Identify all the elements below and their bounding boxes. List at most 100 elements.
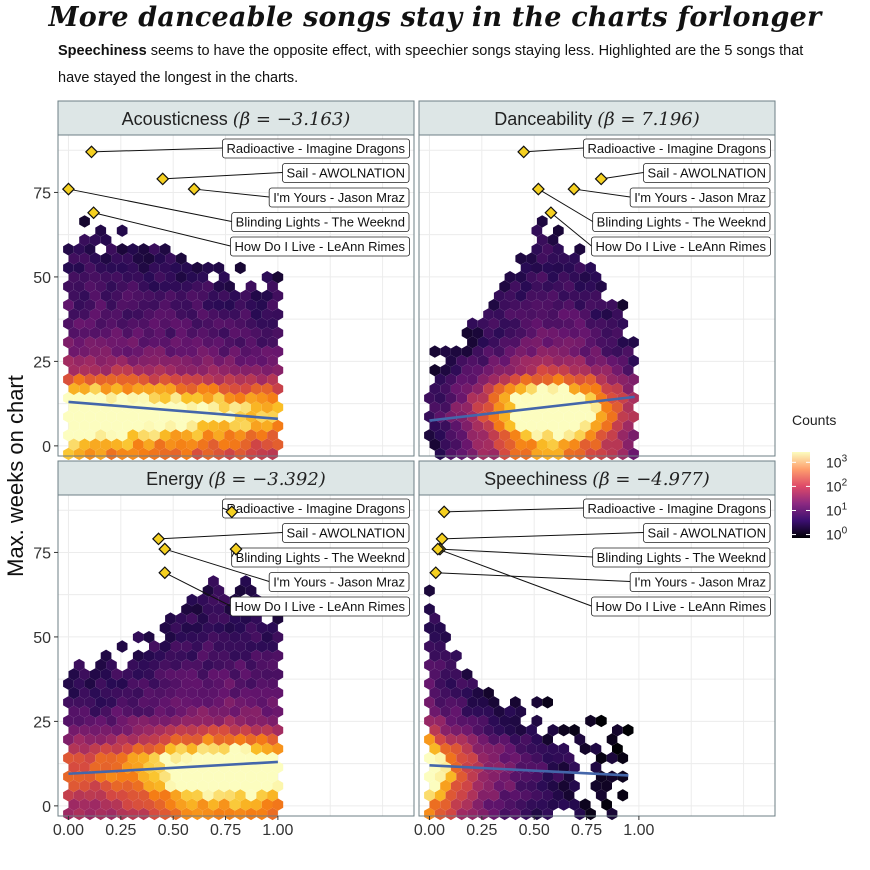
hexbin-cell: [143, 779, 155, 793]
hexbin-cell: [197, 364, 209, 377]
hexbin-cell: [213, 354, 225, 368]
hexbin-cell: [106, 677, 117, 690]
hexbin-cell: [261, 308, 273, 321]
hexbin-cell: [79, 289, 90, 302]
hexbin-cell: [553, 243, 564, 256]
hexbin-cell: [504, 438, 516, 451]
hexbin-cell: [245, 751, 257, 765]
hexbin-cell: [569, 252, 580, 265]
legend-label: 102: [826, 477, 848, 494]
hexbin-cell: [143, 364, 155, 377]
song-marker: [437, 505, 451, 519]
hexbin-cell: [424, 714, 435, 728]
hexbin-cell: [450, 668, 462, 681]
hexbin-cell: [493, 382, 505, 395]
hexbin-cell: [440, 724, 451, 737]
song-label-text: How Do I Live - LeAnn Rimes: [595, 599, 766, 614]
hexbin-cell: [590, 364, 602, 377]
hexbin-cell: [590, 308, 602, 321]
y-tick-label: 50: [33, 630, 51, 647]
hexbin-cell: [240, 345, 251, 358]
hexbin-cell: [170, 696, 182, 709]
hexbin-cell: [116, 317, 128, 330]
hexbin-cell: [111, 271, 123, 284]
hexbin-cell: [515, 724, 527, 737]
hexbin-cell: [245, 280, 257, 293]
hexbin-cell: [563, 410, 575, 423]
hexbin-cell: [138, 336, 149, 349]
hexbin-cell: [251, 289, 262, 302]
regression-line: [68, 400, 278, 421]
hexbin-cell: [574, 373, 586, 386]
chart-subtitle: Speechiness seems to have the opposite e…: [58, 38, 818, 92]
hexbin-cell: [143, 798, 155, 811]
hexbin-cell: [488, 770, 500, 783]
hexbin-cell: [106, 733, 117, 746]
hexbin-cell: [181, 261, 192, 275]
hexbin-cell: [175, 419, 187, 433]
hexbin-cell: [89, 289, 101, 302]
hexbin-cell: [595, 410, 607, 423]
hexbin-cell: [181, 410, 192, 423]
hexbin-cell: [95, 789, 107, 802]
hexbin-cell: [477, 696, 489, 709]
hexbin-cell: [520, 733, 532, 746]
hexbin-cell: [574, 391, 586, 405]
hexbin-cell: [197, 631, 209, 644]
hexbin-cell: [186, 326, 198, 340]
hexbin-cell: [149, 640, 160, 653]
hexbin-cell: [159, 336, 171, 349]
hexbin-cell: [472, 705, 484, 718]
hexbin-cell: [585, 447, 596, 461]
hexbin-cell: [218, 724, 230, 737]
hexbin-cell: [79, 271, 90, 284]
hexbin-cell: [181, 770, 192, 783]
hexbin-cell: [472, 742, 484, 755]
hexbin-cell: [440, 649, 451, 662]
hexbin-cell: [542, 261, 553, 275]
hexbin-cell: [245, 584, 257, 597]
hexbin-cell: [590, 401, 602, 414]
hexbin-cell: [547, 382, 559, 395]
hexbin-cell: [240, 742, 251, 755]
hexbin-cell: [558, 438, 570, 451]
hexbin-cell: [536, 326, 548, 340]
hexbin-cell: [234, 373, 246, 386]
hexbin-cell: [526, 779, 537, 793]
hexbin-cell: [116, 261, 128, 275]
hexbin-cell: [617, 373, 629, 386]
hexbin-cell: [197, 326, 209, 340]
hexbin-cell: [73, 317, 85, 330]
hexbin-cell: [132, 705, 144, 718]
hexbin-cell: [132, 252, 144, 265]
hexbin-cell: [170, 373, 182, 386]
hexbin-cell: [84, 336, 96, 349]
hexbin-cell: [234, 770, 246, 783]
hexbin-cell: [590, 345, 602, 358]
legend-exponent: 1: [842, 501, 848, 512]
hexbin-cell: [558, 724, 570, 737]
hexbin-cell: [563, 298, 575, 312]
hexbin-cell: [574, 447, 586, 461]
song-label-box: [591, 596, 771, 617]
hexbin-cell: [165, 631, 176, 644]
hexbin-cell: [531, 261, 543, 275]
hexbin-cell: [111, 705, 123, 718]
hexbin-cell: [483, 345, 494, 358]
hexbin-cell: [63, 677, 74, 690]
hexbin-cell: [143, 438, 155, 451]
hexbin-cell: [504, 705, 516, 718]
hexbin-cell: [116, 696, 128, 709]
song-marker: [229, 542, 243, 556]
hexbin-cell: [477, 336, 489, 349]
hexbin-cell: [192, 317, 203, 330]
hexbin-cell: [424, 770, 435, 783]
hexbin-cell: [234, 354, 246, 368]
hexbin-cell: [585, 354, 596, 368]
hexbin-cell: [143, 326, 155, 340]
hexbin-cell: [601, 326, 612, 340]
hexbin-cell: [218, 345, 230, 358]
hexbin-cell: [542, 280, 553, 293]
hexbin-cell: [531, 317, 543, 330]
hexbin-cell: [224, 373, 235, 386]
